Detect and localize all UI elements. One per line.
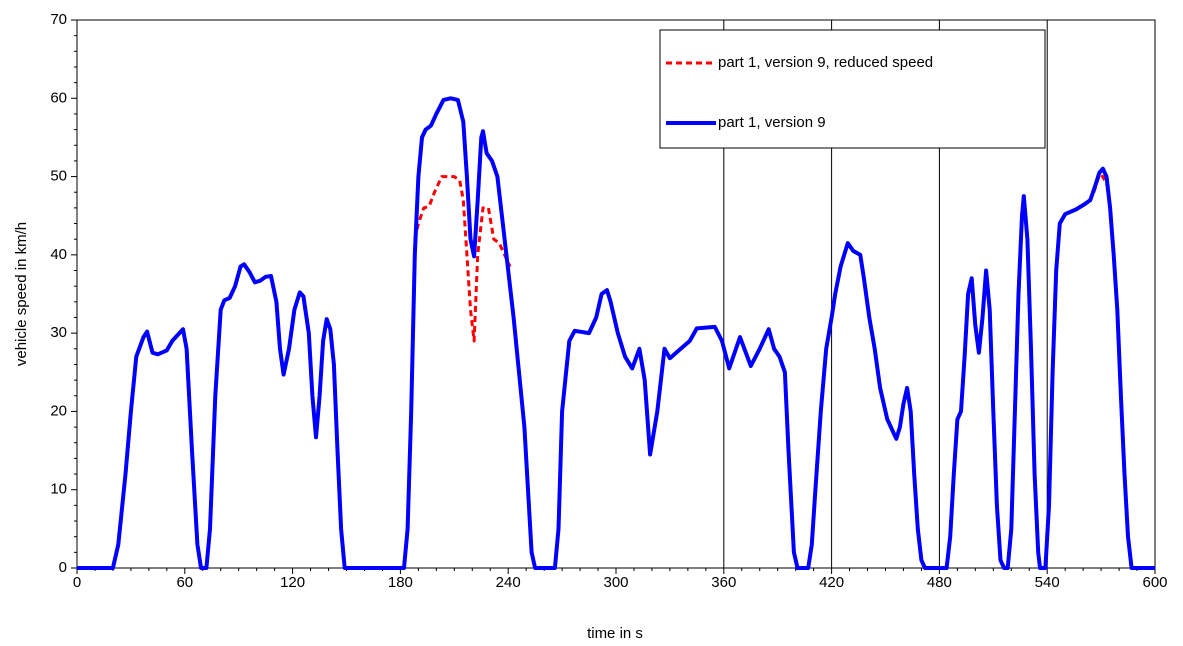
x-tick-label: 300	[603, 574, 628, 591]
y-tick-label: 10	[50, 481, 67, 498]
y-axis-title: vehicle speed in km/h	[13, 222, 30, 366]
series-line	[413, 173, 1108, 343]
x-tick-label: 360	[711, 574, 736, 591]
y-tick-label: 70	[50, 11, 67, 28]
y-tick-label: 60	[50, 89, 67, 106]
x-tick-label: 480	[927, 574, 952, 591]
x-tick-label: 0	[73, 574, 81, 591]
x-tick-label: 420	[819, 574, 844, 591]
x-tick-label: 600	[1142, 574, 1167, 591]
x-tick-label: 540	[1035, 574, 1060, 591]
y-tick-label: 30	[50, 324, 67, 341]
legend-label: part 1, version 9	[718, 114, 826, 131]
x-axis-title: time in s	[587, 625, 643, 642]
x-tick-label: 240	[496, 574, 521, 591]
y-tick-label: 0	[59, 559, 67, 576]
legend-box	[659, 29, 1046, 149]
x-tick-label: 60	[176, 574, 193, 591]
x-tick-label: 120	[280, 574, 305, 591]
x-tick-label: 180	[388, 574, 413, 591]
series-line	[77, 96, 1155, 570]
legend-label: part 1, version 9, reduced speed	[718, 54, 933, 71]
y-tick-label: 20	[50, 402, 67, 419]
y-tick-label: 40	[50, 246, 67, 263]
y-tick-label: 50	[50, 168, 67, 185]
